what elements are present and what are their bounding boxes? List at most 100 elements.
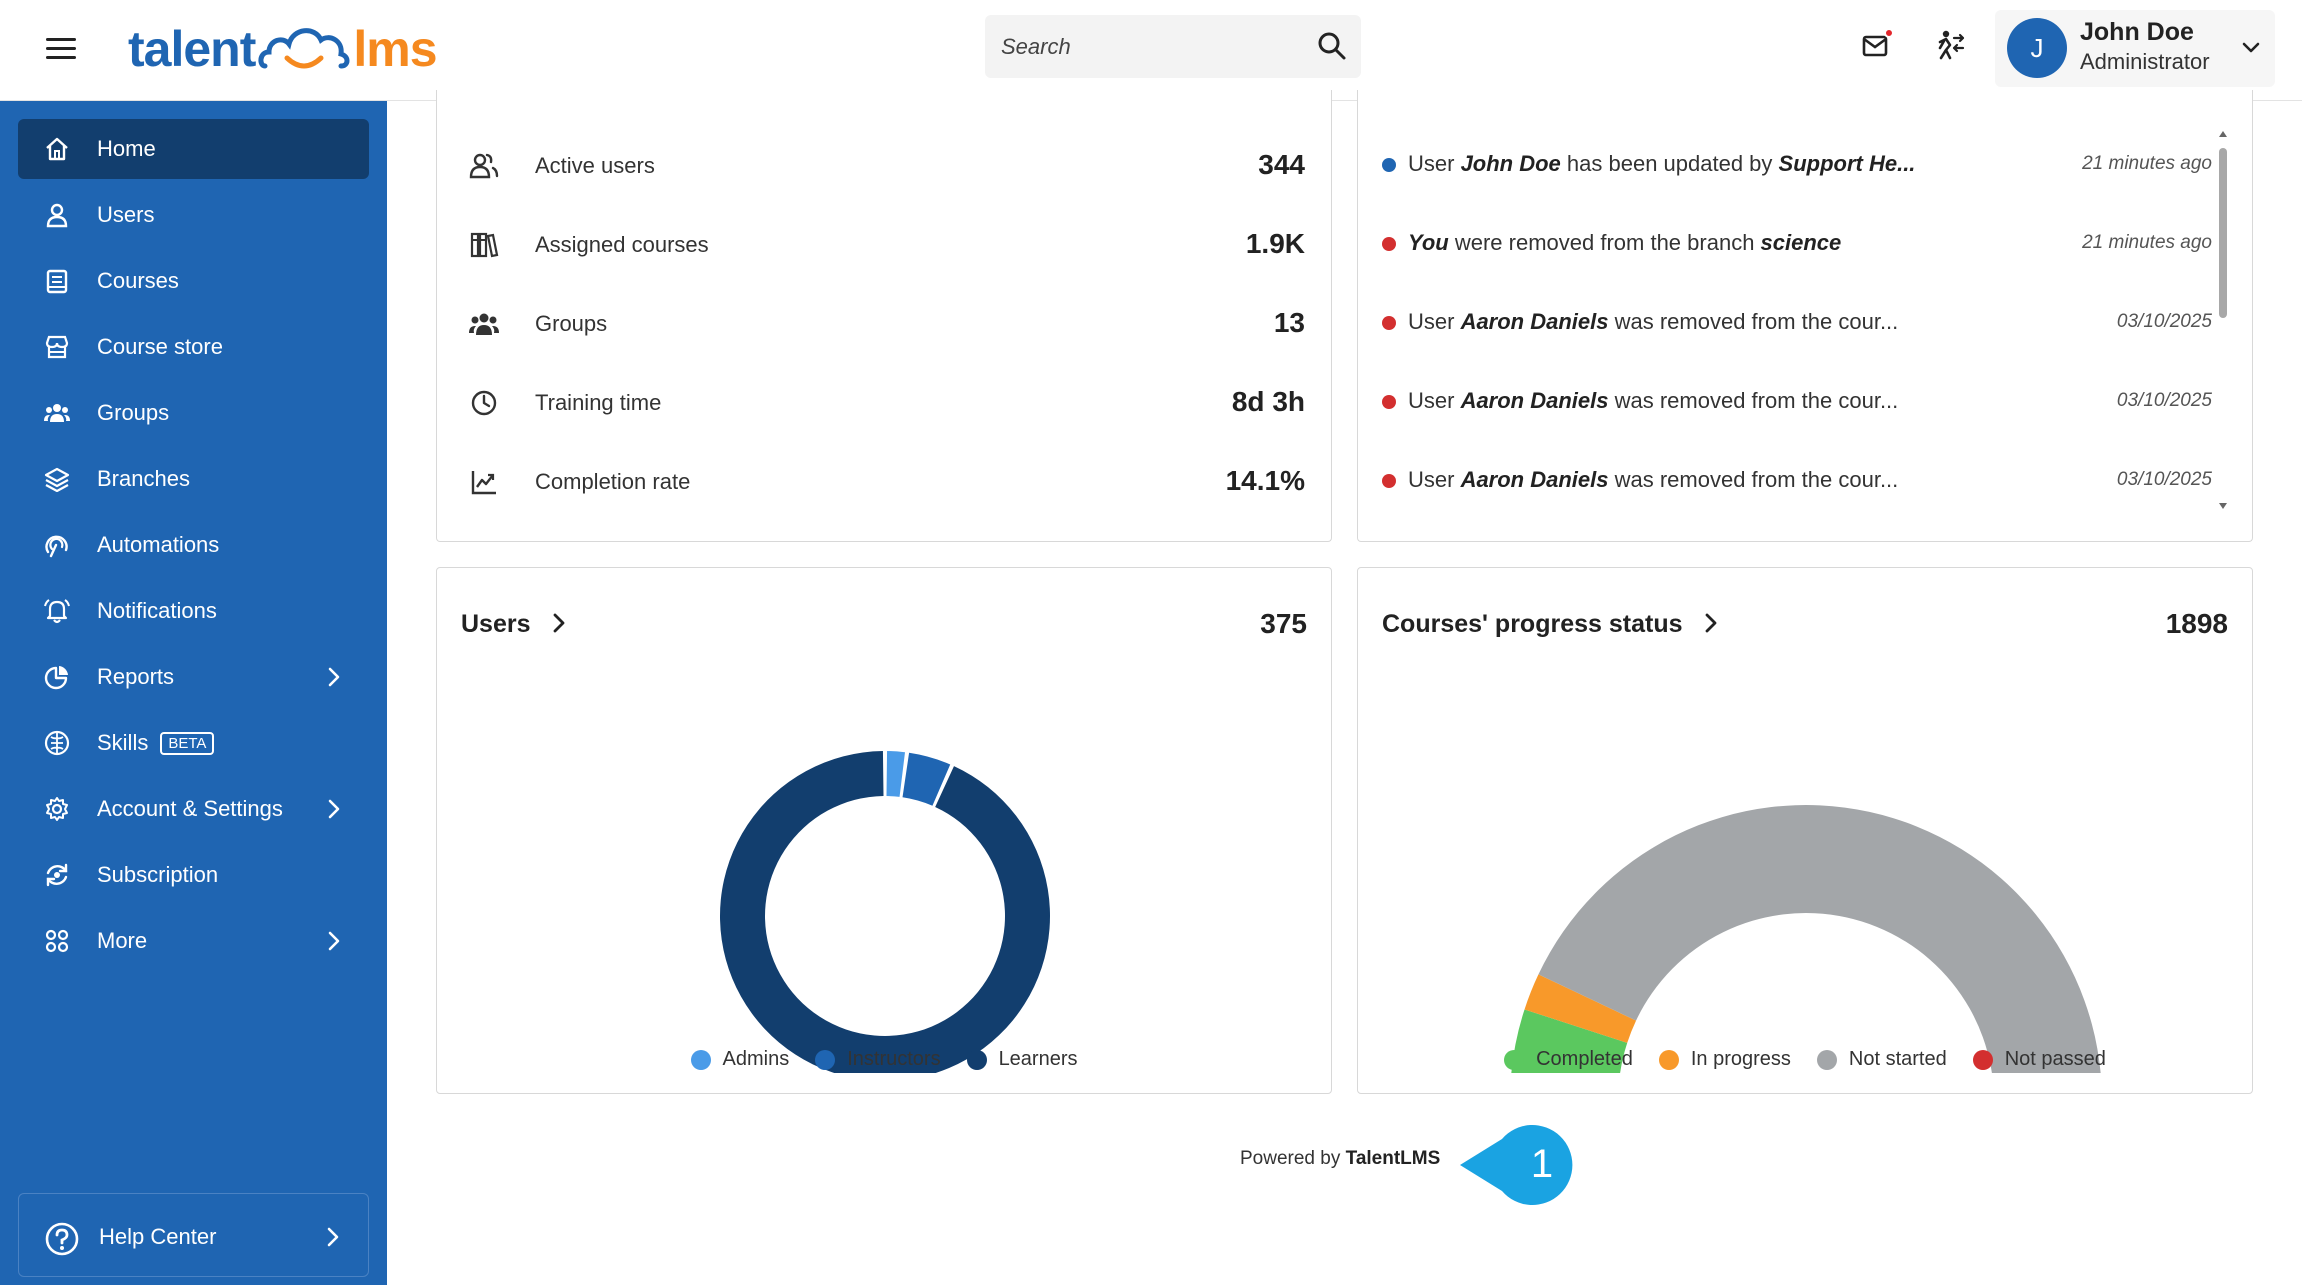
activity-item[interactable]: User John Doe has been updated by Suppor… <box>1382 145 2212 185</box>
search-input[interactable] <box>985 15 1305 78</box>
legend-label: Instructors <box>847 1048 941 1070</box>
activity-timestamp: 03/10/2025 <box>2116 469 2212 490</box>
gauge-segment-not-started[interactable] <box>1538 805 2102 1073</box>
subscription-icon <box>46 863 68 887</box>
grid-icon <box>45 929 69 953</box>
home-icon <box>46 137 68 161</box>
menu-icon[interactable] <box>46 34 76 64</box>
stat-value: 13 <box>1273 307 1305 338</box>
scrollbar[interactable] <box>2218 130 2228 510</box>
status-dot <box>1382 474 1396 488</box>
legend-label: Not started <box>1848 1048 1947 1070</box>
legend-item[interactable]: Not started <box>1816 1048 1947 1071</box>
chevron-right-icon <box>1705 613 1716 633</box>
beta-badge: BETA <box>160 732 215 755</box>
callout-marker: 1 <box>1460 1125 1573 1205</box>
talentlms-link[interactable]: TalentLMS <box>1345 1148 1441 1169</box>
search-box <box>985 15 1361 78</box>
sidebar-item-skills[interactable]: Skills BETA <box>18 713 369 773</box>
sidebar-item-automations[interactable]: Automations <box>18 515 369 575</box>
legend-label: Not passed <box>2004 1048 2106 1070</box>
activity-timestamp: 03/10/2025 <box>2116 390 2212 411</box>
users-total: 375 <box>1260 608 1307 639</box>
donut-slice-admins[interactable] <box>886 751 906 797</box>
users-icon <box>469 153 499 179</box>
brain-icon <box>44 730 70 756</box>
sidebar-item-course-store[interactable]: Course store <box>18 317 369 377</box>
legend-item[interactable]: Instructors <box>815 1048 941 1071</box>
sidebar-item-groups[interactable]: Groups <box>18 383 369 443</box>
sidebar-item-subscription[interactable]: Subscription <box>18 845 369 905</box>
stat-assigned-courses: Assigned courses 1.9K <box>469 224 1305 264</box>
legend-swatch <box>1658 1049 1679 1070</box>
progress-gauge-chart <box>1510 805 2102 1073</box>
books-icon <box>470 232 499 258</box>
scroll-down-icon[interactable] <box>2218 502 2228 510</box>
legend-item[interactable]: Not passed <box>1972 1048 2106 1071</box>
users-donut-chart <box>720 751 1050 1073</box>
sidebar-item-account-settings[interactable]: Account & Settings <box>18 779 369 839</box>
status-dot <box>1382 158 1396 172</box>
users-legend: Admins Instructors Learners <box>437 1048 1331 1071</box>
stat-value: 1.9K <box>1245 228 1305 259</box>
chevron-right-icon <box>328 931 340 951</box>
notification-dot <box>1884 28 1894 38</box>
progress-legend: Completed In progress Not started Not passe… <box>1358 1048 2252 1071</box>
activity-item[interactable]: User Aaron Daniels was removed from the … <box>1382 461 2212 501</box>
legend-swatch <box>815 1049 836 1070</box>
status-dot <box>1382 395 1396 409</box>
chevron-right-icon <box>328 799 340 819</box>
layers-icon <box>44 467 70 492</box>
user-menu[interactable]: J John Doe Administrator <box>1995 10 2275 87</box>
legend-item[interactable]: Admins <box>690 1048 789 1071</box>
chevron-down-icon <box>2242 42 2260 53</box>
sidebar-item-more[interactable]: More <box>18 911 369 971</box>
top-header: talent lms J John Doe Administrator <box>0 0 2302 101</box>
sidebar-item-users[interactable]: Users <box>18 185 369 245</box>
sidebar-item-reports[interactable]: Reports <box>18 647 369 707</box>
donut-slice-learners[interactable] <box>720 751 1050 1073</box>
groups-icon <box>469 313 499 335</box>
legend-item[interactable]: In progress <box>1658 1048 1791 1071</box>
bell-icon <box>44 599 70 624</box>
gauge-segment-completed[interactable] <box>1510 1009 1628 1073</box>
sidebar-item-notifications[interactable]: Notifications <box>18 581 369 641</box>
role-switch-icon[interactable] <box>1932 28 1968 64</box>
donut-slice-instructors[interactable] <box>902 752 951 806</box>
user-icon <box>46 203 68 228</box>
activity-item[interactable]: User Aaron Daniels was removed from the … <box>1382 382 2212 422</box>
scroll-up-icon[interactable] <box>2218 130 2228 138</box>
sidebar-item-courses[interactable]: Courses <box>18 251 369 311</box>
status-dot <box>1382 316 1396 330</box>
talentlms-logo[interactable]: talent lms <box>128 21 438 77</box>
automation-icon <box>45 535 68 558</box>
legend-label: In progress <box>1690 1048 1791 1070</box>
stat-groups: Groups 13 <box>469 303 1305 343</box>
messages-icon[interactable] <box>1860 28 1896 64</box>
activity-feed-card: User John Doe has been updated by Suppor… <box>1357 90 2253 542</box>
cloud-logo-icon <box>258 28 350 69</box>
chevron-right-icon <box>553 613 564 633</box>
help-center-button[interactable]: Help Center <box>18 1193 369 1277</box>
users-card-title[interactable]: Users <box>461 610 567 639</box>
users-chart-card: Users 375 Admins Instructors Learners <box>436 567 1332 1094</box>
stat-active-users: Active users 344 <box>469 145 1305 185</box>
legend-label: Completed <box>1536 1048 1633 1070</box>
gauge-segment-in-progress[interactable] <box>1524 974 1637 1043</box>
search-icon[interactable] <box>1317 31 1347 61</box>
help-icon <box>45 1222 79 1256</box>
sidebar-item-home[interactable]: Home <box>18 119 369 179</box>
user-name: John Doe <box>2080 18 2194 46</box>
activity-timestamp: 21 minutes ago <box>2082 153 2212 174</box>
legend-item[interactable]: Completed <box>1504 1048 1633 1071</box>
activity-item[interactable]: User Aaron Daniels was removed from the … <box>1382 303 2212 343</box>
chevron-right-icon <box>327 1227 339 1247</box>
legend-item[interactable]: Learners <box>966 1048 1078 1071</box>
activity-timestamp: 21 minutes ago <box>2082 232 2212 253</box>
progress-card-title[interactable]: Courses' progress status <box>1382 610 1719 639</box>
legend-swatch <box>690 1049 711 1070</box>
scrollbar-thumb[interactable] <box>2219 148 2227 318</box>
groups-icon <box>44 404 70 422</box>
activity-item[interactable]: You were removed from the branch science… <box>1382 224 2212 264</box>
sidebar-item-branches[interactable]: Branches <box>18 449 369 509</box>
